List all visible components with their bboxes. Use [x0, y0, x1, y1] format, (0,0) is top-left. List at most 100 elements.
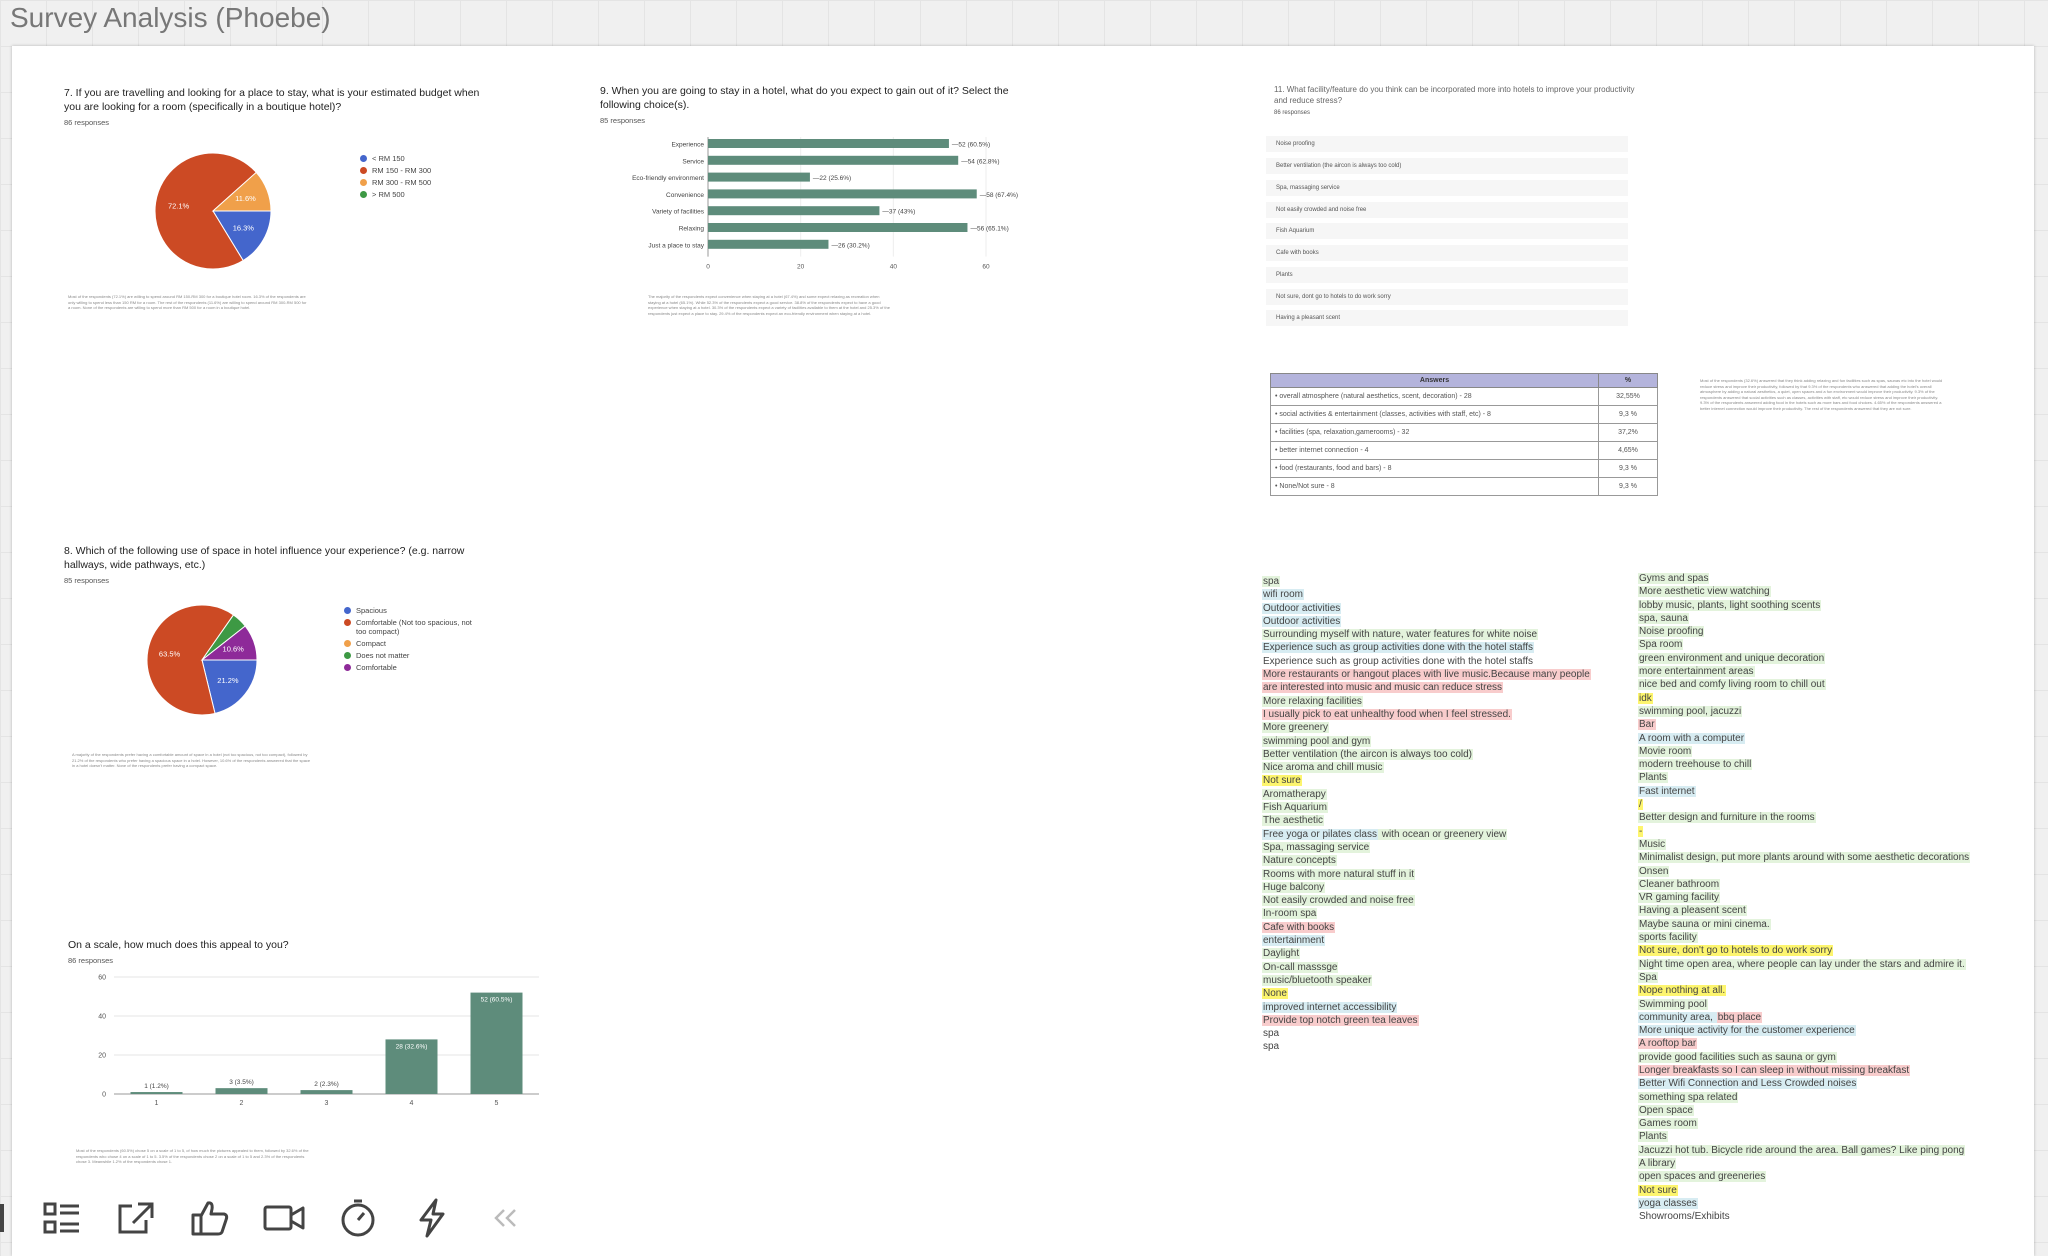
response-text: I usually pick to eat unhealthy food whe… — [1262, 708, 1512, 720]
response-text: Having a pleasent scent — [1638, 905, 1747, 917]
response-text: Better ventilation (the aircon is always… — [1262, 748, 1473, 760]
response-item: A library — [1638, 1157, 1970, 1170]
response-text: entertainment — [1262, 935, 1326, 947]
q8-title: 8. Which of the following use of space i… — [64, 545, 465, 571]
responses-column-1: spa wifi room Outdoor activities Outdoor ac… — [1262, 575, 1591, 1054]
response-item: Nature concepts — [1262, 854, 1591, 867]
legend-swatch — [344, 619, 351, 626]
response-text: Nope nothing at all. — [1638, 985, 1727, 997]
legend-item: Compact — [344, 639, 484, 648]
legend-swatch — [360, 179, 367, 186]
q9-card[interactable]: 9. When you are going to stay in a hotel… — [596, 82, 1026, 282]
pct-cell: 4,65% — [1598, 441, 1658, 460]
pie-slice-label: 63.5% — [159, 649, 181, 658]
response-text: yoga classes — [1638, 1197, 1698, 1209]
table-row: • better internet connection - 4 4,65% — [1270, 441, 1658, 460]
response-item: entertainment — [1262, 934, 1591, 947]
x-tick-label: 1 — [155, 1100, 159, 1107]
response-item: community area, bbq place — [1638, 1011, 1970, 1024]
external-link-icon[interactable] — [108, 1190, 164, 1246]
response-text: Onsen — [1638, 865, 1670, 877]
response-item: - — [1638, 825, 1970, 838]
response-text: Spa — [1638, 971, 1658, 983]
bar — [215, 1088, 268, 1094]
q11-answer-3: Not easily crowded and noise free — [1266, 202, 1628, 218]
response-item: Outdoor activities — [1262, 615, 1591, 628]
x-tick-label: 3 — [325, 1100, 329, 1107]
response-item: VR gaming facility — [1638, 891, 1970, 904]
response-text: Not sure, don't go to hotels to do work … — [1638, 945, 1834, 957]
response-text: Rooms with more natural stuff in it — [1262, 868, 1415, 880]
y-tick-label: 20 — [98, 1053, 106, 1060]
q7-summary: Most of the respondents (72.1%) are will… — [68, 294, 307, 310]
pie-slice-label: 10.6% — [223, 645, 245, 654]
bar-value-label: —26 (30.2%) — [831, 242, 869, 249]
response-text: Nature concepts — [1262, 855, 1337, 867]
q11-card[interactable]: 11. What facility/feature do you think c… — [1270, 82, 1650, 122]
response-item: Open space — [1638, 1104, 1970, 1117]
response-item: nice bed and comfy living room to chill … — [1638, 678, 1970, 691]
legend-label: RM 300 - RM 500 — [372, 178, 432, 187]
response-item: Gyms and spas — [1638, 572, 1970, 585]
pct-cell: 9,3 % — [1598, 477, 1658, 496]
category-label: Experience — [671, 142, 704, 149]
legend-swatch — [344, 664, 351, 671]
response-text: spa — [1262, 576, 1281, 587]
response-item: Plants — [1638, 1130, 1970, 1143]
pct-cell: 9,3 % — [1598, 459, 1658, 478]
response-text: More relaxing facilities — [1262, 695, 1363, 707]
response-item: More aesthetic view watching — [1638, 585, 1970, 598]
response-text: Plants — [1638, 772, 1668, 784]
percent-header: % — [1598, 373, 1658, 388]
response-text-continuation: with ocean or greenery view — [1377, 828, 1508, 840]
category-label: Convenience — [666, 192, 704, 199]
response-item: Rooms with more natural stuff in it — [1262, 868, 1591, 881]
bar — [708, 155, 959, 165]
q8-card[interactable]: 8. Which of the following use of space i… — [60, 542, 500, 742]
thumbs-up-icon[interactable] — [182, 1190, 238, 1246]
collapse-icon[interactable] — [478, 1190, 534, 1246]
response-text: - — [1638, 825, 1644, 837]
response-text: Games room — [1638, 1118, 1698, 1130]
q8-pie-chart: 21.2% 63.5% 10.6% — [147, 604, 258, 716]
x-tick-label: 0 — [706, 264, 710, 271]
response-text: More aesthetic view watching — [1638, 586, 1771, 598]
response-text: Music — [1638, 838, 1667, 850]
pct-cell: 37,2% — [1598, 423, 1658, 442]
q7-legend: < RM 150 RM 150 - RM 300 RM 300 - RM 500 > … — [360, 154, 480, 202]
response-text: spa, sauna — [1638, 612, 1689, 624]
y-tick-label: 0 — [102, 1092, 106, 1099]
list-icon[interactable] — [34, 1190, 90, 1246]
response-item: Experience such as group activities done… — [1262, 641, 1591, 654]
response-item: Fast internet — [1638, 785, 1970, 798]
q9-summary: The majority of the respondents expect c… — [648, 294, 890, 316]
video-icon[interactable] — [256, 1190, 312, 1246]
legend-item: Comfortable — [344, 663, 484, 672]
y-tick-label: 40 — [98, 1014, 106, 1021]
response-item: Not sure — [1638, 1184, 1970, 1197]
response-text: provide good facilities such as sauna or… — [1638, 1051, 1837, 1063]
timer-icon[interactable] — [330, 1190, 386, 1246]
response-text: Not sure — [1638, 1184, 1678, 1196]
q11-responses: 86 responses — [1274, 110, 1311, 116]
bar — [708, 223, 968, 232]
response-item: A room with a computer — [1638, 732, 1970, 745]
response-text: Huge balcony — [1262, 881, 1326, 893]
response-item: are interested into music and music can … — [1262, 681, 1591, 694]
response-item: spa — [1262, 1040, 1591, 1053]
legend-label: Compact — [356, 639, 387, 648]
legend-label: RM 150 - RM 300 — [372, 166, 432, 175]
q11-title: 11. What facility/feature do you think c… — [1274, 85, 1635, 105]
response-item: provide good facilities such as sauna or… — [1638, 1051, 1970, 1064]
response-text: Not easily crowded and noise free — [1262, 895, 1415, 907]
q9-title: 9. When you are going to stay in a hotel… — [600, 85, 1009, 111]
bar — [708, 239, 829, 249]
q7-card[interactable]: 7. If you are travelling and looking for… — [60, 84, 500, 284]
response-item: I usually pick to eat unhealthy food whe… — [1262, 708, 1591, 721]
category-label: Just a place to stay — [648, 242, 704, 249]
lightning-icon[interactable] — [404, 1190, 460, 1246]
response-text: Experience such as group activities done… — [1262, 642, 1534, 654]
legend-label: Spacious — [356, 606, 387, 615]
scale-card[interactable]: On a scale, how much does this appeal to… — [64, 936, 544, 1116]
